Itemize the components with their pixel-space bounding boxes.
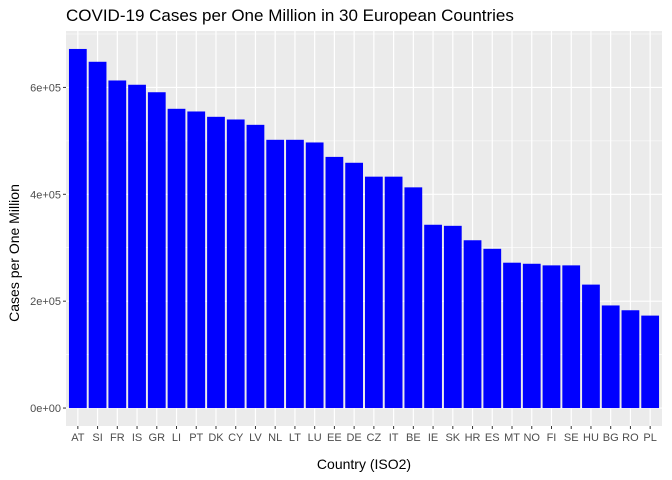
- x-tick-label: AT: [71, 432, 85, 444]
- bar-lt: [286, 139, 304, 409]
- bar-dk: [207, 116, 225, 409]
- x-tick-label: CY: [228, 432, 244, 444]
- bar-fi: [542, 265, 561, 409]
- bar-nl: [266, 139, 285, 409]
- bar-es: [483, 248, 502, 409]
- bar-no: [522, 263, 541, 409]
- bar-at: [68, 48, 87, 409]
- bar-be: [404, 187, 423, 409]
- x-tick-label: SK: [445, 432, 460, 444]
- bar-cy: [226, 119, 245, 409]
- bar-lu: [305, 142, 324, 409]
- x-tick-label: LU: [308, 432, 322, 444]
- x-tick-label: IE: [428, 432, 438, 444]
- bar-bg: [601, 305, 620, 409]
- bar-ee: [325, 156, 344, 409]
- x-tick-label: PT: [189, 432, 203, 444]
- x-tick-label: BE: [406, 432, 421, 444]
- x-tick-label: BG: [603, 432, 619, 444]
- x-tick-label: CZ: [367, 432, 382, 444]
- bar-se: [562, 265, 581, 409]
- x-tick-label: NO: [523, 432, 540, 444]
- x-tick-label: FR: [110, 432, 125, 444]
- x-tick-label: FI: [547, 432, 557, 444]
- x-tick-label: IS: [132, 432, 142, 444]
- y-tick-label: 0e+00: [30, 403, 61, 415]
- x-tick-label: HR: [465, 432, 481, 444]
- x-tick-label: LV: [249, 432, 262, 444]
- bar-cz: [364, 176, 383, 409]
- x-tick-label: IT: [389, 432, 399, 444]
- x-tick-label: HU: [583, 432, 599, 444]
- bar-hu: [582, 284, 600, 409]
- bar-ie: [424, 224, 442, 409]
- bar-li: [167, 108, 186, 409]
- bar-it: [384, 176, 403, 409]
- bar-hr: [463, 240, 482, 409]
- x-tick-label: MT: [504, 432, 520, 444]
- y-tick-label: 6e+05: [30, 82, 61, 94]
- bar-pl: [641, 315, 660, 409]
- bar-ro: [621, 310, 640, 409]
- x-axis: AT SI FR IS GR LI PT DK CY LV NL LT LU EE DE CZ IT BE IE SK…: [71, 426, 657, 444]
- x-tick-label: SI: [92, 432, 102, 444]
- bar-gr: [147, 92, 166, 409]
- bar-pt: [187, 111, 206, 409]
- bar-mt: [503, 262, 521, 409]
- bar-lv: [246, 124, 265, 409]
- bar-fr: [108, 80, 127, 409]
- bar-is: [128, 84, 146, 409]
- bar-si: [88, 61, 107, 409]
- chart-title: COVID-19 Cases per One Million in 30 Eur…: [66, 6, 514, 25]
- bar-sk: [443, 225, 462, 409]
- x-tick-label: DE: [346, 432, 361, 444]
- x-tick-label: RO: [622, 432, 639, 444]
- x-tick-label: LI: [172, 432, 181, 444]
- x-tick-label: EE: [327, 432, 342, 444]
- x-tick-label: NL: [268, 432, 282, 444]
- x-tick-label: ES: [485, 432, 500, 444]
- y-tick-label: 2e+05: [30, 296, 61, 308]
- bar-de: [345, 162, 364, 409]
- x-tick-label: LT: [289, 432, 301, 444]
- bars: [68, 48, 660, 409]
- x-tick-label: GR: [149, 432, 166, 444]
- y-tick-label: 4e+05: [30, 189, 61, 201]
- y-axis: 0e+00 2e+05 4e+05 6e+05: [30, 82, 66, 415]
- x-axis-title: Country (ISO2): [316, 456, 412, 472]
- x-tick-label: DK: [208, 432, 224, 444]
- x-tick-label: SE: [564, 432, 579, 444]
- x-tick-label: PL: [643, 432, 656, 444]
